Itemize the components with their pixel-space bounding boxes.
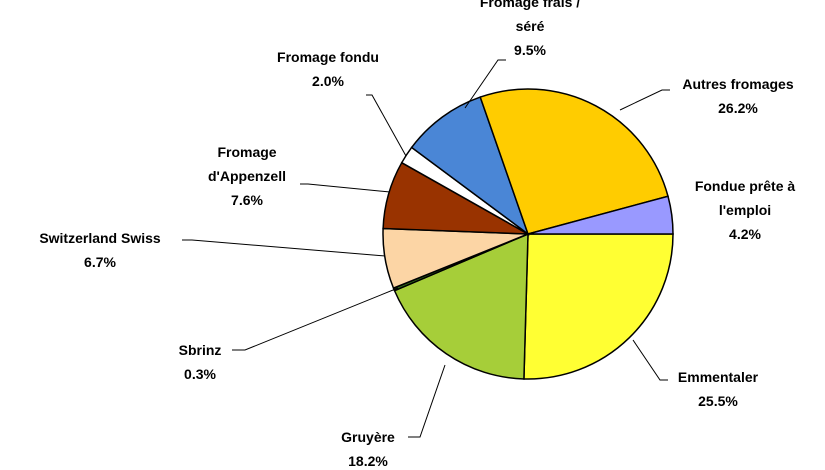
slice-label: Gruyère 18.2% <box>318 425 418 470</box>
value-label: 0.3% <box>184 366 216 382</box>
leader-line <box>619 89 670 111</box>
category-name: Autres fromages <box>682 76 794 92</box>
slice-label: Fromage frais / séré 9.5% <box>470 0 590 62</box>
value-label: 18.2% <box>348 453 388 469</box>
category-name: Emmentaler <box>677 369 759 385</box>
slice-label: Autres fromages 26.2% <box>663 72 813 120</box>
value-label: 2.0% <box>312 73 344 89</box>
leader-line <box>408 364 446 438</box>
value-label: 4.2% <box>729 226 761 242</box>
category-name: Sbrinz <box>178 342 222 358</box>
slice-label: Emmentaler 25.5% <box>658 365 778 413</box>
leader-line <box>300 183 391 193</box>
leader-line <box>366 94 407 157</box>
pie-slice <box>523 233 674 380</box>
pie-slice <box>527 195 674 235</box>
category-name: Fromage frais / séré <box>479 0 581 34</box>
slice-label: Sbrinz 0.3% <box>160 338 240 386</box>
category-name: Fondue prête à l'emploi <box>694 178 796 218</box>
category-name: Fromage d'Appenzell <box>208 144 286 184</box>
leader-line <box>232 287 399 351</box>
value-label: 25.5% <box>698 393 738 409</box>
pie-slice <box>410 96 530 237</box>
value-label: 26.2% <box>718 100 758 116</box>
value-label: 9.5% <box>514 42 546 58</box>
category-name: Switzerland Swiss <box>39 230 161 246</box>
pie-slice <box>393 232 529 380</box>
slice-label: Fromage d'Appenzell 7.6% <box>192 140 302 212</box>
category-name: Fromage fondu <box>277 49 379 65</box>
leader-line <box>464 59 506 109</box>
slice-label: Fondue prête à l'emploi 4.2% <box>685 174 805 246</box>
leader-line <box>632 339 668 381</box>
slice-label: Switzerland Swiss 6.7% <box>5 226 195 274</box>
category-name: Gruyère <box>341 429 395 445</box>
value-label: 7.6% <box>231 192 263 208</box>
slice-label: Fromage fondu 2.0% <box>263 45 393 93</box>
pie-slice <box>479 88 669 235</box>
leader-line <box>182 239 386 257</box>
value-label: 6.7% <box>84 254 116 270</box>
